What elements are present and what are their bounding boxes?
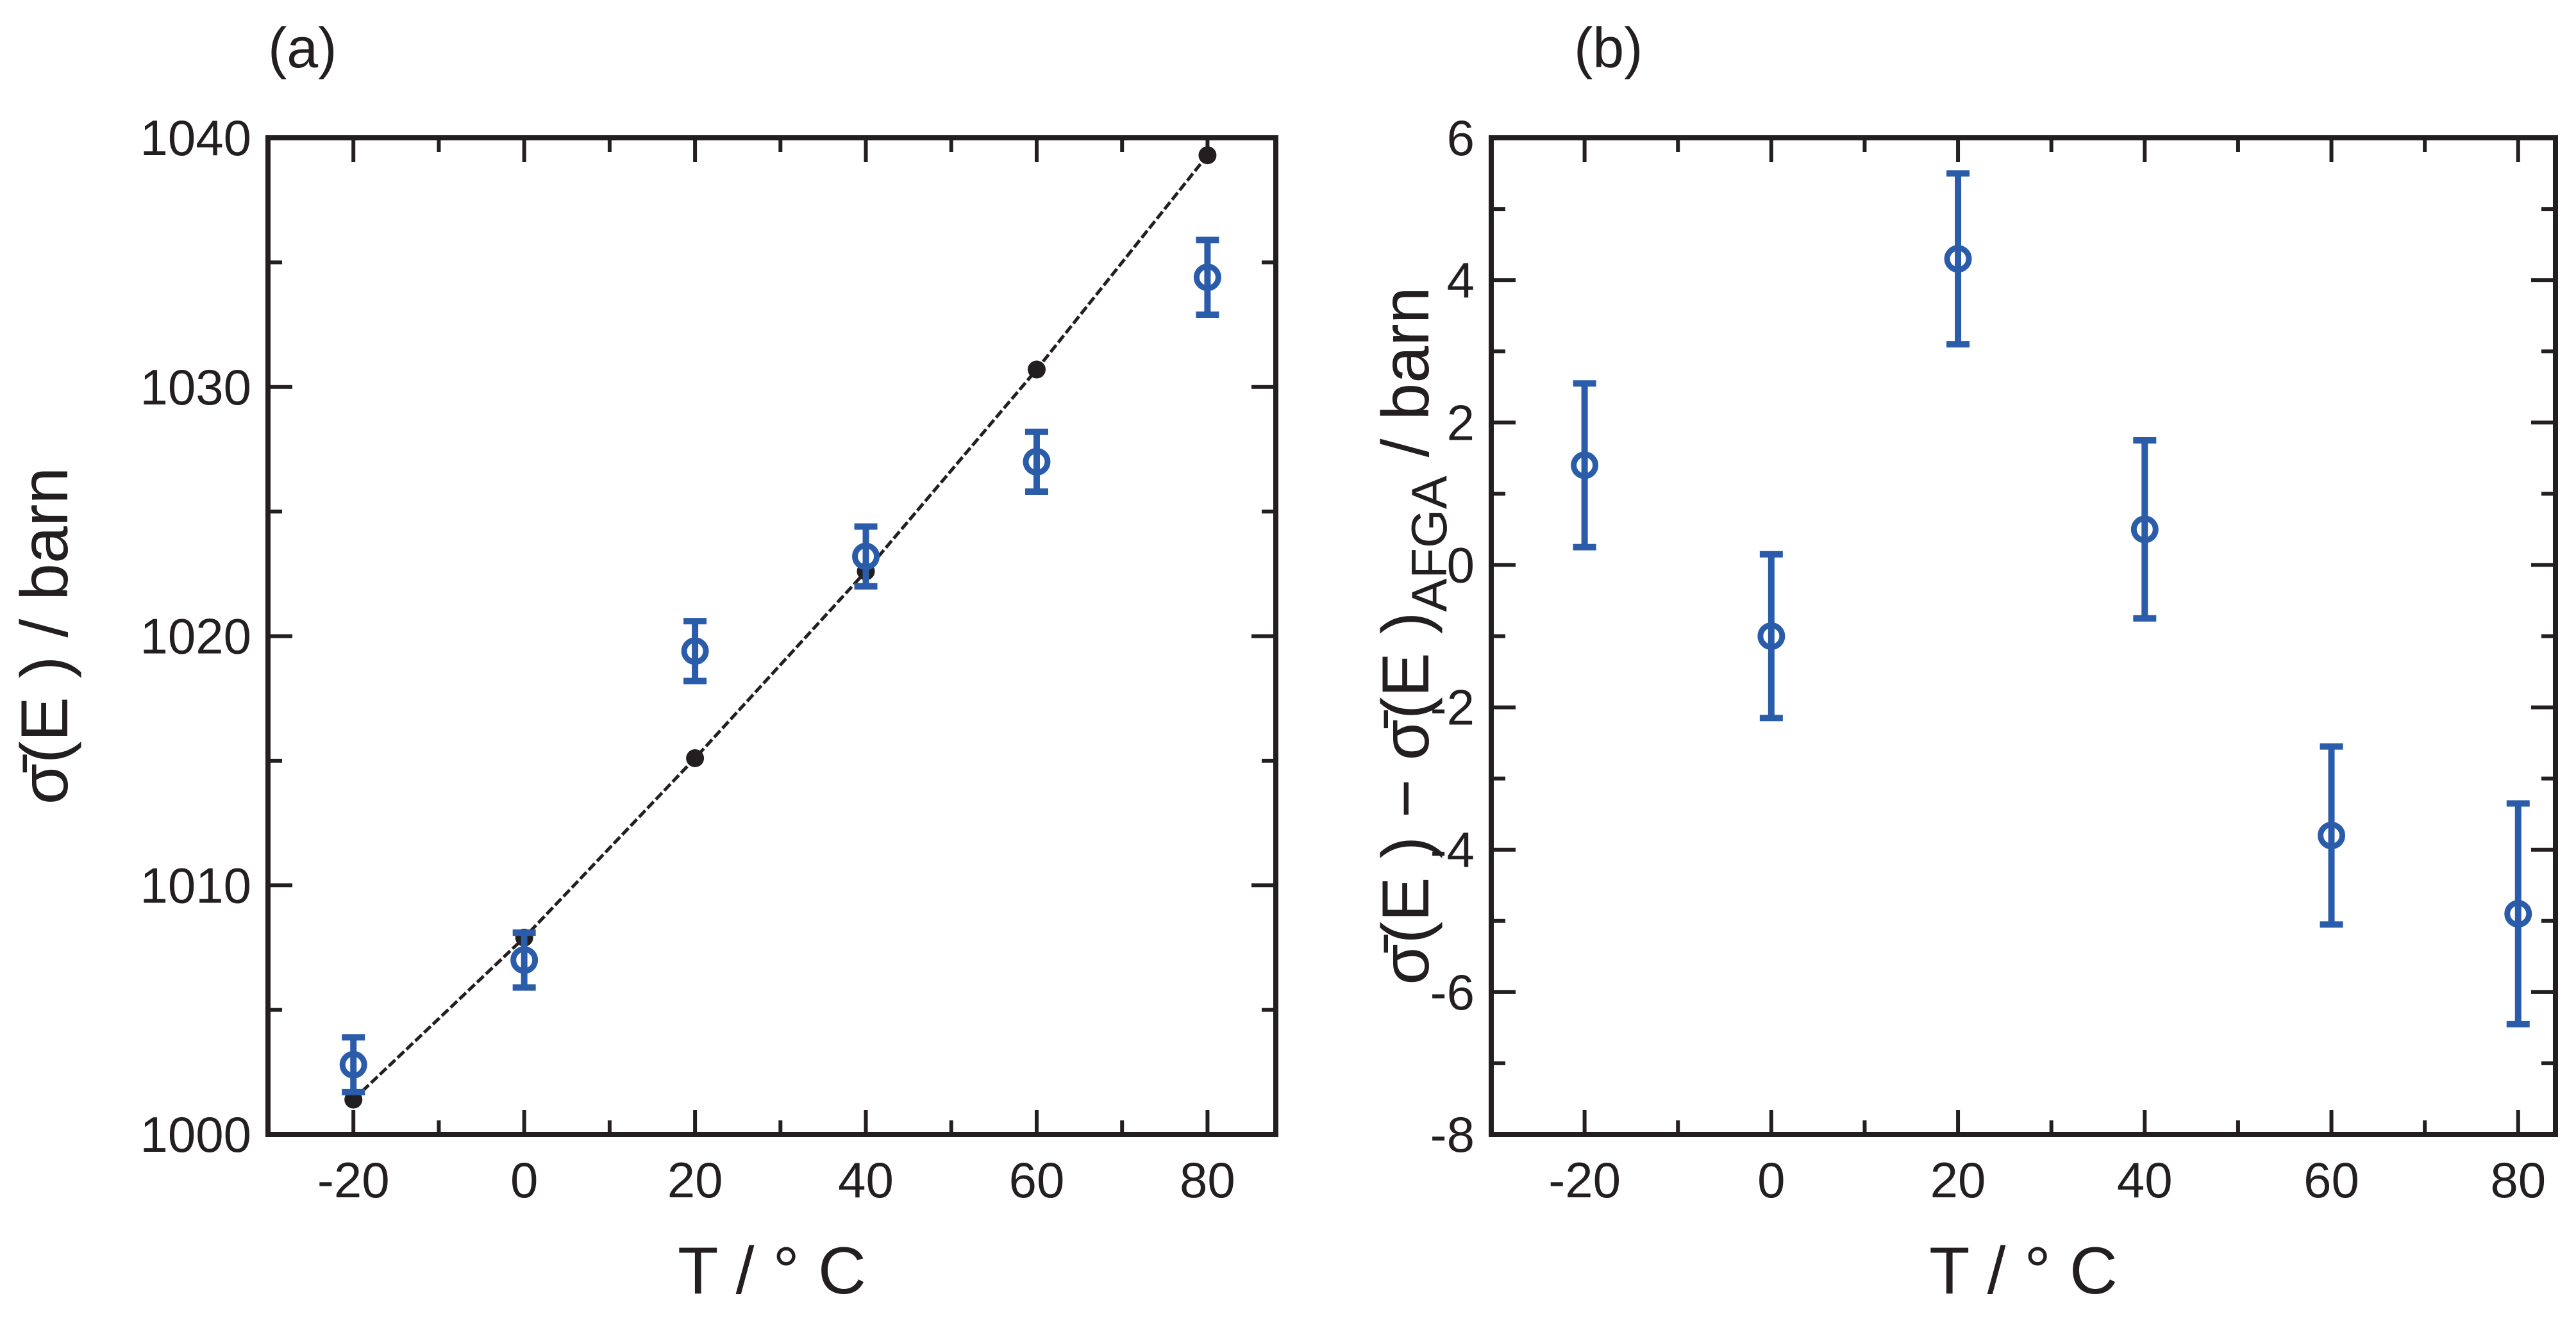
panel-b-marker <box>2318 822 2346 849</box>
panel-b-data-point <box>2130 437 2159 622</box>
panel-b-y-tick-label: 4 <box>1447 252 1475 308</box>
panel-b-y-tick-label: 0 <box>1447 536 1475 593</box>
panel-a-y-tick-label: 1000 <box>140 1106 251 1163</box>
panel-b-marker <box>1757 622 1786 650</box>
panel-b-ticks <box>1489 136 2555 1136</box>
panel-a-marker <box>1023 447 1051 476</box>
panel-b-y-tick-label: 2 <box>1447 394 1475 451</box>
panel-b-marker <box>1944 245 1972 273</box>
panel-b-marker <box>2130 515 2159 544</box>
panel-b-x-tick-label: 60 <box>2304 1152 2359 1208</box>
panel-b-x-tick-label: -20 <box>1548 1152 1621 1208</box>
panel-b-x-axis-title: T / ° C <box>1929 1234 2118 1308</box>
panel-a-y-tick-label: 1010 <box>140 857 251 913</box>
panel-a-x-axis-title: T / ° C <box>678 1234 866 1308</box>
panel-b-data-point <box>1757 551 1786 722</box>
panel-a-x-tick-label: 40 <box>838 1152 894 1208</box>
panel-a-ticks <box>266 136 1276 1136</box>
panel-b-data-point <box>2504 800 2532 1027</box>
panel-a-x-tick-label: 60 <box>1009 1152 1065 1208</box>
panel-a-y-tick-label: 1030 <box>140 359 251 415</box>
panel-a: (a) 1000 1010 1020 1030 1040 -20 0 20 40 60 80 T … <box>8 16 1278 1308</box>
panel-b-x-tick-labels: -20 0 20 40 60 80 <box>1548 1152 2546 1208</box>
panel-b-data-point <box>1571 380 1599 551</box>
panel-b-frame <box>1489 135 2558 1137</box>
panel-b-marker <box>2504 900 2532 928</box>
panel-a-calculated-point <box>686 749 705 767</box>
panel-a-fit-line <box>352 154 1209 1101</box>
panel-b-y-axis-title: σ̄(E ) − σ̄(E )AFGA / barn <box>1369 287 1457 985</box>
panel-b-y-axis-title-main: σ̄(E ) − σ̄(E ) <box>1369 612 1443 985</box>
panel-a-marker <box>339 1051 367 1079</box>
panel-a-marker <box>681 637 709 665</box>
panel-b-label: (b) <box>1574 16 1643 79</box>
panel-a-fit-series <box>344 146 1217 1109</box>
panel-a-marker <box>1193 263 1221 292</box>
panel-b-x-tick-label: 20 <box>1930 1152 1986 1208</box>
panel-a-calculated-point <box>1027 360 1046 379</box>
panel-b-marker <box>1571 451 1599 479</box>
panel-b-x-tick-label: 40 <box>2117 1152 2173 1208</box>
panel-a-x-tick-label: -20 <box>317 1152 390 1208</box>
panel-a-y-axis-title: σ̄(E ) / barn <box>8 467 82 805</box>
panel-a-x-tick-label: 20 <box>667 1152 723 1208</box>
panel-b-y-tick-label: -4 <box>1430 822 1475 878</box>
panel-a-frame <box>265 135 1278 1137</box>
panel-a-label: (a) <box>268 16 337 79</box>
panel-a-calculated-point <box>1198 146 1217 165</box>
panel-a-measured-series <box>339 237 1221 1095</box>
panel-b-y-tick-label: -8 <box>1430 1106 1475 1163</box>
panel-a-y-tick-label: 1020 <box>140 608 251 665</box>
panel-b-data-point <box>1944 170 1972 348</box>
panel-a-x-tick-label: 80 <box>1180 1152 1235 1208</box>
panel-a-data-point <box>1023 428 1051 495</box>
panel-b-y-tick-labels: -8 -6 -4 -2 0 2 4 6 <box>1430 110 1475 1163</box>
panel-a-marker <box>852 542 880 570</box>
panel-b-difference-series <box>1571 170 2532 1027</box>
panel-a-x-tick-labels: -20 0 20 40 60 80 <box>317 1152 1235 1208</box>
panel-a-y-tick-label: 1040 <box>140 110 251 166</box>
panel-b-y-tick-label: -6 <box>1430 964 1475 1020</box>
panel-a-data-point <box>510 929 539 991</box>
panel-a-data-point <box>339 1034 367 1095</box>
panel-a-data-point <box>1193 237 1221 319</box>
panel-b-x-tick-label: 80 <box>2490 1152 2546 1208</box>
panel-a-marker <box>510 946 539 974</box>
panel-a-data-point <box>852 523 880 590</box>
panel-b-y-axis-title-subscript: AFGA <box>1401 476 1457 611</box>
panel-a-x-tick-label: 0 <box>510 1152 538 1208</box>
panel-b-y-tick-label: -2 <box>1430 679 1475 736</box>
panel-a-y-tick-labels: 1000 1010 1020 1030 1040 <box>140 110 251 1163</box>
panel-b-y-axis-title-suffix: / barn <box>1369 287 1443 476</box>
panel-a-data-point <box>681 618 709 685</box>
panel-b-x-tick-label: 0 <box>1757 1152 1785 1208</box>
panel-b-data-point <box>2318 743 2346 928</box>
panel-b-y-tick-label: 6 <box>1447 110 1475 166</box>
